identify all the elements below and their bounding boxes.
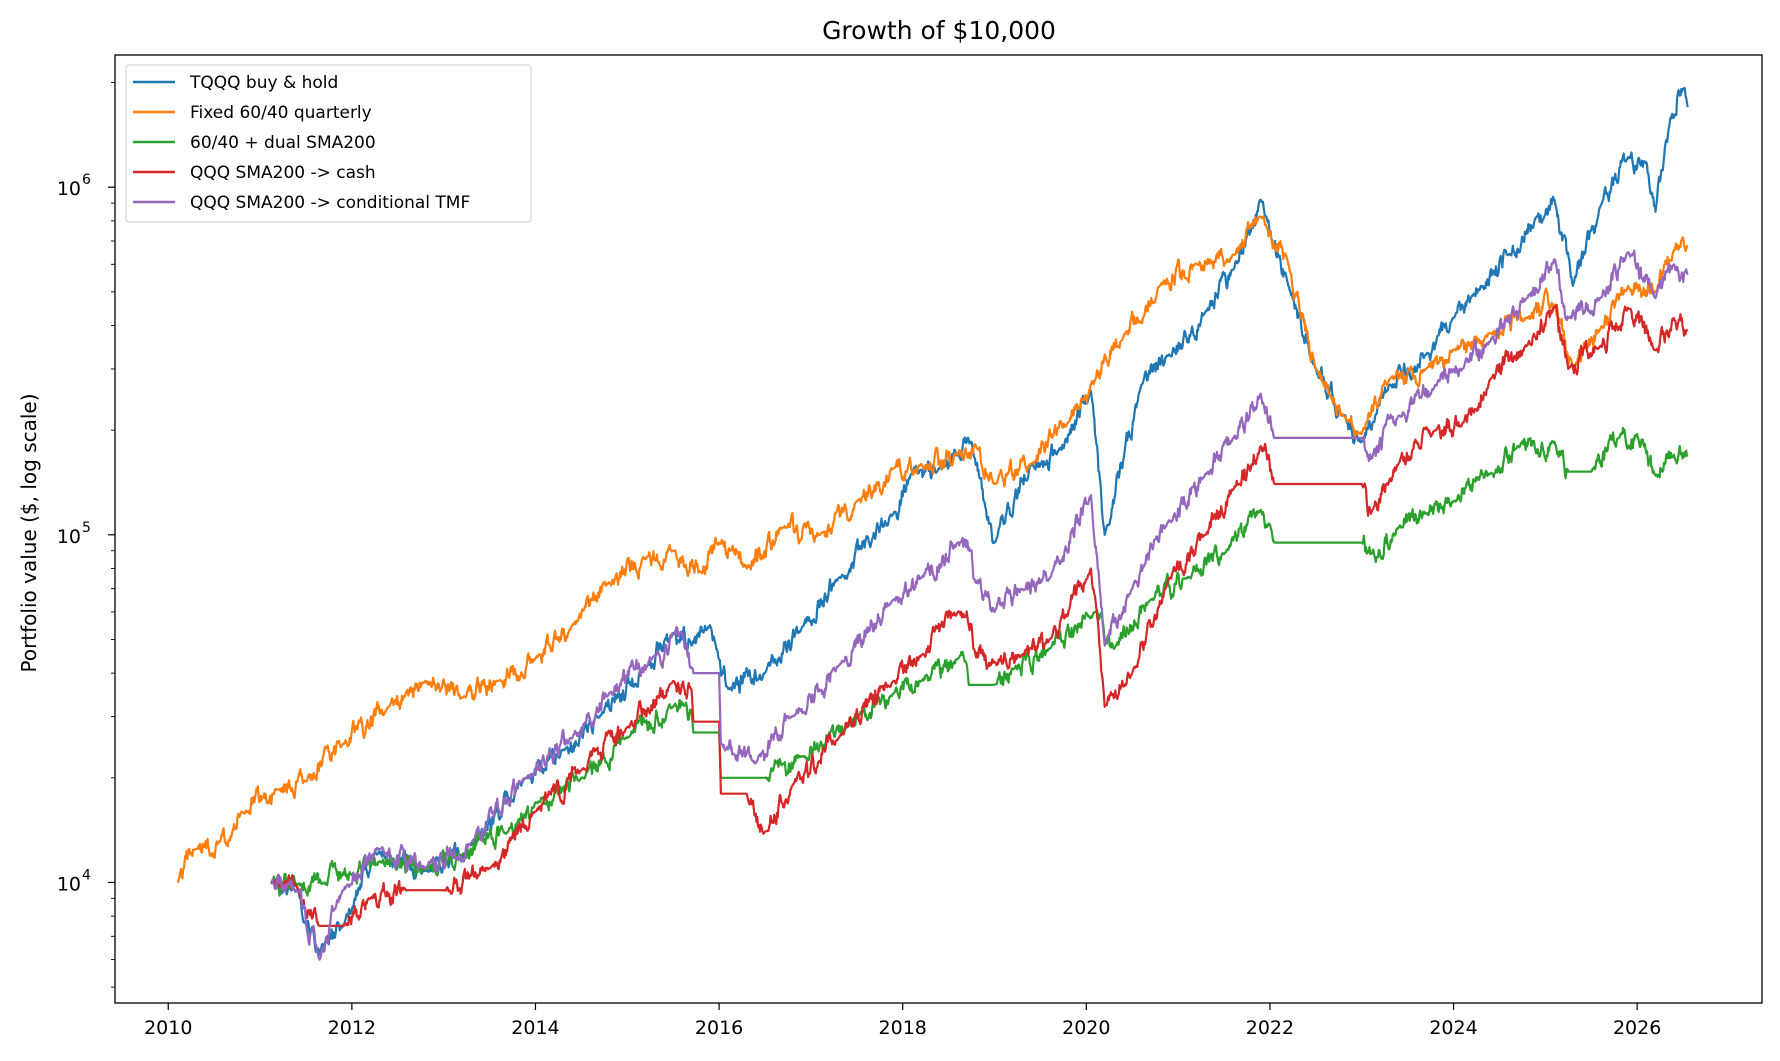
y-tick-label-exponent: 5	[82, 520, 91, 536]
legend-box	[125, 64, 532, 223]
legend-label: 60/40 + dual SMA200	[190, 133, 376, 153]
x-tick-label: 2022	[1246, 1017, 1294, 1039]
series-line-3	[270, 303, 1689, 928]
legend-label: QQQ SMA200 -> cash	[190, 163, 376, 183]
legend: TQQQ buy & hold Fixed 60/40 quarterly 60/4…	[125, 64, 532, 223]
y-axis-title: Portfolio value ($, log scale)	[17, 393, 41, 672]
x-tick-label: 2016	[695, 1017, 743, 1039]
legend-label: Fixed 60/40 quarterly	[190, 103, 372, 123]
series-line-0	[270, 87, 1689, 956]
legend-label: QQQ SMA200 -> conditional TMF	[190, 193, 470, 213]
x-tick-label: 2018	[879, 1017, 927, 1039]
y-tick-label-exponent: 4	[82, 867, 91, 883]
series-line-4	[270, 249, 1689, 961]
x-tick-label: 2010	[144, 1017, 192, 1039]
x-tick-label: 2024	[1429, 1017, 1477, 1039]
x-axis: 2010 2012 2014 2016 2018 2020 2022 2024 2026	[144, 1003, 1661, 1039]
y-tick-label-exponent: 6	[82, 172, 91, 188]
series-line-2	[270, 426, 1689, 897]
chart-title: Growth of $10,000	[822, 16, 1056, 45]
x-tick-label: 2014	[511, 1017, 559, 1039]
x-tick-label: 2020	[1062, 1017, 1110, 1039]
x-tick-label: 2026	[1613, 1017, 1661, 1039]
legend-label: TQQQ buy & hold	[189, 73, 338, 93]
y-tick-label: 10	[57, 526, 81, 548]
y-tick-label: 10	[57, 873, 81, 895]
legend-items: TQQQ buy & hold Fixed 60/40 quarterly 60/4…	[133, 73, 470, 213]
plot-frame	[114, 54, 1763, 1004]
y-tick-label: 10	[57, 178, 81, 200]
plot-lines	[176, 87, 1689, 961]
series-line-1	[176, 215, 1689, 884]
x-tick-label: 2012	[328, 1017, 376, 1039]
